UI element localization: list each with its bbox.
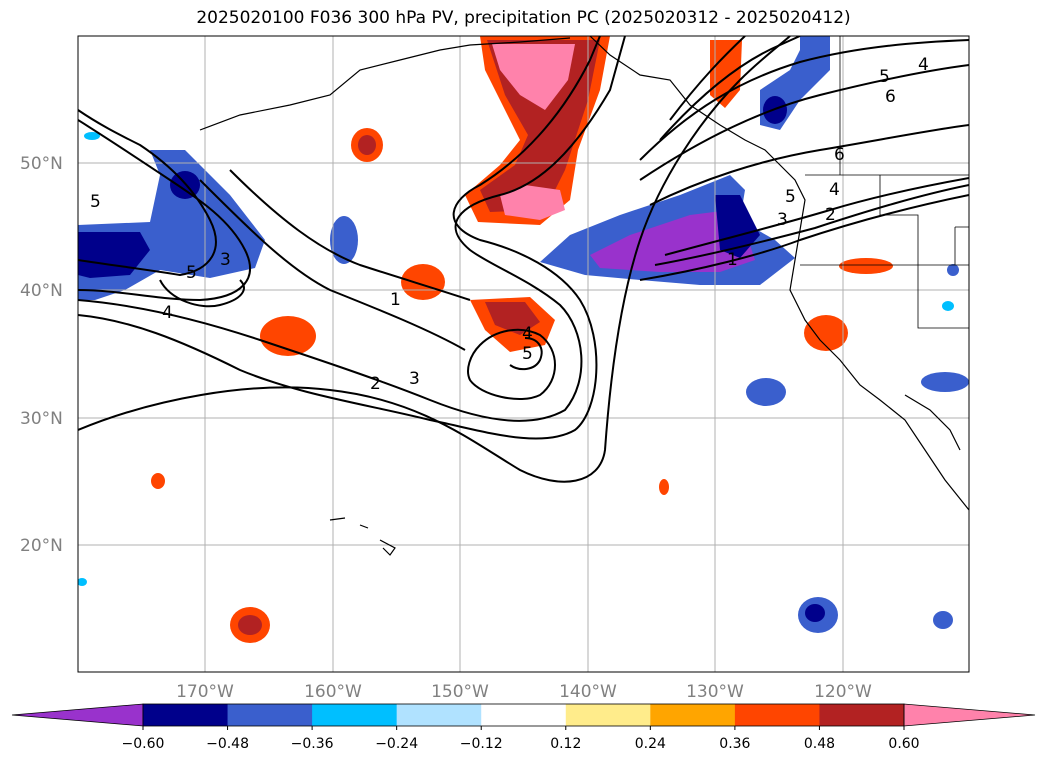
colorbar-label: −0.48	[206, 736, 249, 752]
contour-label: 6	[885, 87, 896, 107]
colorbar-segment	[143, 704, 229, 726]
colorbar-label: 0.36	[719, 736, 750, 752]
shade-patch-g	[839, 258, 893, 274]
colorbar-label: −0.24	[375, 736, 418, 752]
shade-gulf-pink-2	[500, 185, 565, 220]
contour-label: 3	[220, 250, 231, 270]
shade-patch-q	[942, 301, 954, 311]
colorbar-border	[142, 703, 905, 727]
colorbar-label: −0.12	[460, 736, 503, 752]
contour-label: 5	[186, 263, 197, 283]
shade-patch-p	[947, 264, 959, 276]
shade-patch-e	[710, 40, 742, 108]
contour-label: 5	[90, 192, 101, 212]
colorbar-label: −0.60	[122, 736, 165, 752]
colorbar-labels: −0.60 −0.48 −0.36 −0.24 −0.12 0.12 0.24 0.36 0.4…	[122, 736, 920, 752]
colorbar-segment	[312, 704, 398, 726]
colorbar-segment	[903, 703, 1036, 727]
shade-patch-k	[330, 216, 358, 264]
shade-patch-a-core	[358, 135, 376, 155]
colorbar-label: 0.24	[635, 736, 666, 752]
contour-label: 4	[918, 55, 929, 75]
precip-shading	[78, 36, 969, 643]
map-title: 2025020100 F036 300 hPa PV, precipitatio…	[196, 8, 851, 28]
shade-patch-s	[78, 578, 87, 586]
colorbar-segment	[819, 704, 905, 726]
colorbar-label: 0.60	[888, 736, 919, 752]
colorbar-label: 0.48	[804, 736, 835, 752]
contour-label: 6	[834, 145, 845, 165]
contour-label: 5	[785, 187, 796, 207]
contour-label: 1	[727, 250, 738, 270]
lon-labels: 170°W 160°W 150°W 140°W 130°W 120°W	[176, 682, 872, 702]
lat-label: 30°N	[20, 409, 63, 429]
contour-label: 1	[390, 290, 401, 310]
shade-patch-i	[151, 473, 165, 489]
lon-label: 160°W	[304, 682, 362, 702]
shade-patch-j	[659, 479, 669, 495]
pv-contours	[78, 36, 969, 483]
lon-label: 150°W	[431, 682, 489, 702]
contour-label: 2	[370, 374, 381, 394]
colorbar-segment	[734, 704, 820, 726]
colorbar-label: 0.12	[550, 736, 581, 752]
shade-patch-n-core	[805, 604, 825, 622]
gridlines	[78, 36, 969, 672]
shade-patch-o	[933, 611, 953, 629]
colorbar-segment	[396, 704, 482, 726]
colorbar-label: −0.36	[291, 736, 334, 752]
shade-gulf-red	[480, 40, 600, 212]
contour-label: 5	[522, 344, 533, 364]
borders	[800, 36, 969, 329]
lon-label: 140°W	[559, 682, 617, 702]
colorbar	[11, 703, 1036, 730]
contour-label: 4	[829, 180, 840, 200]
contour-label: 2	[825, 205, 836, 225]
shade-patch-b	[401, 264, 445, 300]
contour-label: 3	[777, 210, 788, 230]
contour-label: 3	[409, 369, 420, 389]
lon-label: 170°W	[176, 682, 234, 702]
lat-label: 40°N	[20, 281, 63, 301]
contour-label: 5	[879, 67, 890, 87]
contour-label: 4	[162, 303, 173, 323]
lat-label: 20°N	[20, 536, 63, 556]
colorbar-segment	[11, 703, 144, 727]
shade-patch-r	[84, 132, 100, 140]
shade-patch-l	[746, 378, 786, 406]
plot-border	[77, 35, 970, 673]
contour-labels: 5 3 5 4 1 2 3 4 5 1 3 2 4 5 6 5 4 6	[90, 55, 929, 394]
colorbar-segment	[565, 704, 651, 726]
shade-patch-m	[921, 372, 969, 392]
shade-patch-h-core	[238, 615, 262, 635]
contour-label: 4	[522, 324, 533, 344]
shade-west-navy	[78, 232, 150, 278]
lat-label: 50°N	[20, 154, 63, 174]
coastlines	[199, 36, 969, 556]
lon-label: 120°W	[814, 682, 872, 702]
shade-patch-f	[804, 315, 848, 351]
shade-patch-c-core	[485, 302, 540, 335]
shade-east-navy	[715, 195, 760, 258]
colorbar-segment	[227, 704, 313, 726]
shade-east-purple	[590, 210, 755, 272]
shade-gulf-pink-1	[492, 44, 575, 110]
colorbar-segment	[481, 704, 567, 726]
shade-patch-d	[260, 316, 316, 356]
lat-labels: 50°N 40°N 30°N 20°N	[20, 154, 63, 556]
colorbar-segment	[650, 704, 736, 726]
lon-label: 130°W	[686, 682, 744, 702]
